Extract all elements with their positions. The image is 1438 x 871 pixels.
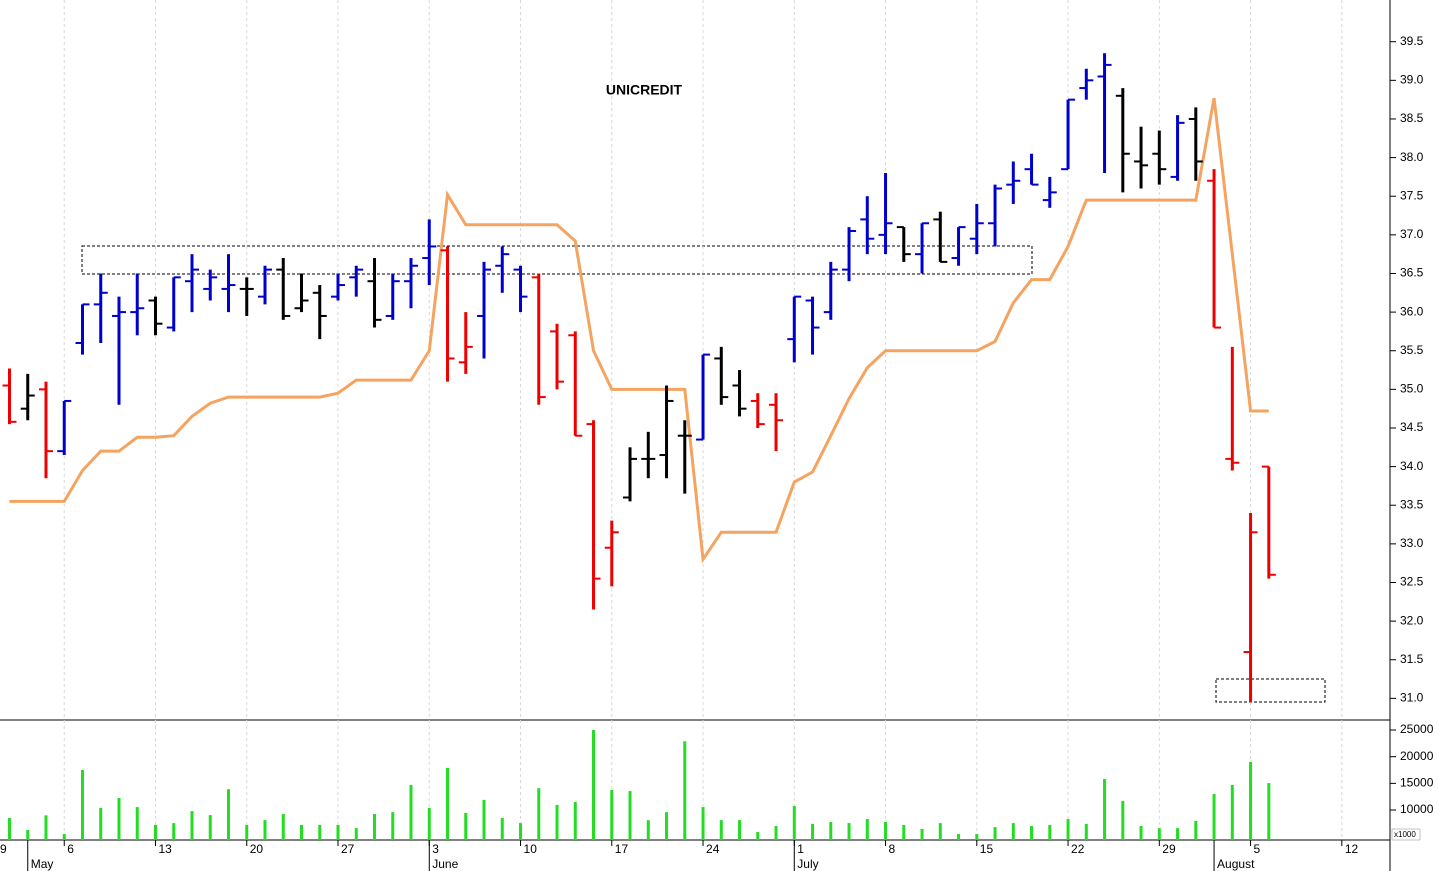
x-tick-label: 20 (250, 842, 264, 856)
annotation-box (1215, 678, 1326, 703)
y-tick-label: 32.0 (1400, 613, 1424, 627)
y-tick-label: 39.0 (1400, 73, 1424, 87)
y-tick-label: 37.0 (1400, 227, 1424, 241)
x-tick-label: 24 (706, 842, 720, 856)
month-label: August (1217, 857, 1255, 871)
y2-tick-label: 10000 (1400, 802, 1434, 816)
x-tick-label: 1 (797, 842, 804, 856)
y-tick-label: 34.0 (1400, 459, 1424, 473)
y-tick-label: 33.5 (1400, 497, 1424, 511)
stop-line (9, 97, 1269, 564)
x-tick-label: 17 (615, 842, 629, 856)
month-label: July (797, 857, 818, 871)
x-tick-label: 13 (158, 842, 172, 856)
y-tick-label: 36.0 (1400, 304, 1424, 318)
x-tick-label: 5 (1254, 842, 1261, 856)
y-tick-label: 31.0 (1400, 691, 1424, 705)
y-tick-label: 38.5 (1400, 111, 1424, 125)
month-label: June (432, 857, 458, 871)
x-tick-label: 29 (1162, 842, 1176, 856)
chart-title: UNICREDIT (606, 82, 683, 98)
y-tick-label: 35.0 (1400, 382, 1424, 396)
month-label: May (31, 857, 54, 871)
y-tick-label: 38.0 (1400, 150, 1424, 164)
y-tick-label: 31.5 (1400, 652, 1424, 666)
annotation-box (81, 245, 1033, 275)
y-tick-label: 33.0 (1400, 536, 1424, 550)
y-tick-label: 34.5 (1400, 420, 1424, 434)
unit-box (1391, 828, 1421, 841)
x-tick-label: 22 (1071, 842, 1085, 856)
y2-tick-label: 15000 (1400, 776, 1434, 790)
x-tick-label: 6 (67, 842, 74, 856)
y2-tick-label: 25000 (1400, 722, 1434, 736)
y-tick-label: 39.5 (1400, 34, 1424, 48)
volume-unit: x1000 (1394, 830, 1416, 839)
x-tick-label: 9 (0, 842, 7, 856)
x-tick-label: 27 (341, 842, 355, 856)
x-tick-label: 12 (1345, 842, 1359, 856)
x-tick-label: 3 (432, 842, 439, 856)
x-tick-label: 10 (524, 842, 538, 856)
y-tick-label: 36.5 (1400, 266, 1424, 280)
y-tick-label: 37.5 (1400, 188, 1424, 202)
x-tick-label: 8 (889, 842, 896, 856)
y-tick-label: 32.5 (1400, 575, 1424, 589)
y-tick-label: 35.5 (1400, 343, 1424, 357)
x-tick-label: 15 (980, 842, 994, 856)
y2-tick-label: 20000 (1400, 749, 1434, 763)
